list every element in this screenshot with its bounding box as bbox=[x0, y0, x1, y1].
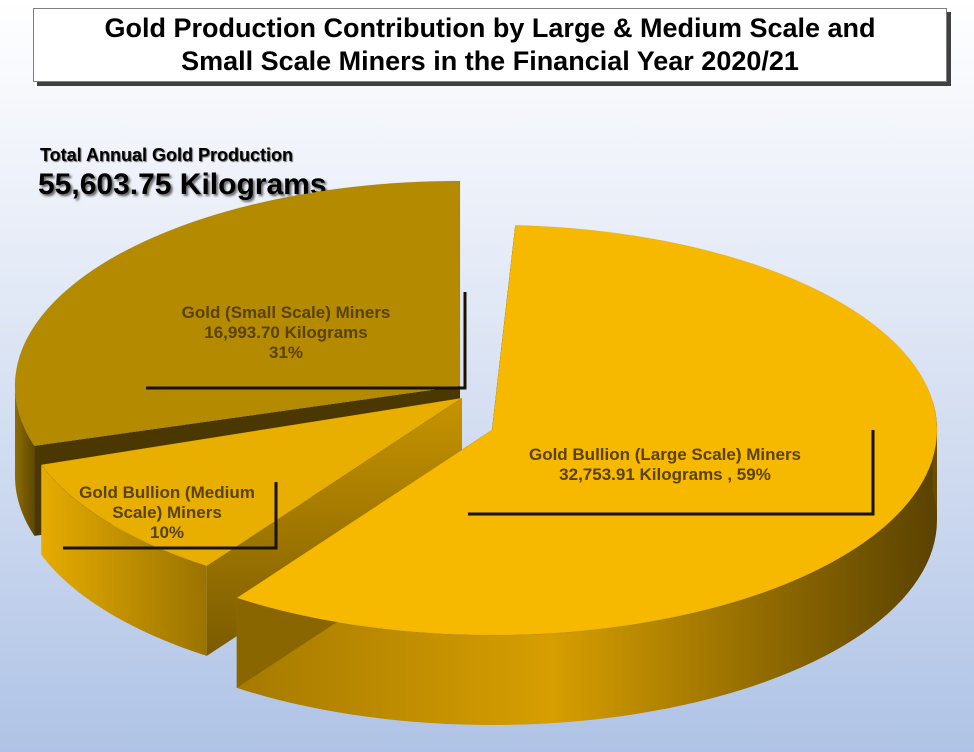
large-scale-slice-label-frame bbox=[468, 430, 875, 516]
small-scale-slice-label-frame bbox=[146, 292, 467, 390]
small-scale-slice bbox=[14, 180, 461, 447]
small-scale-slice-label-line: 16,993.70 Kilograms bbox=[204, 323, 367, 342]
medium-scale-slice-label-line: Scale) Miners bbox=[112, 503, 222, 522]
medium-scale-slice bbox=[40, 397, 463, 567]
small-scale-slice-label-line: 31% bbox=[269, 343, 303, 362]
chart-title: Gold Production Contribution by Large & … bbox=[104, 13, 876, 76]
medium-scale-slice-label-frame bbox=[63, 482, 278, 550]
chart-title-box: Gold Production Contribution by Large & … bbox=[33, 8, 947, 82]
large-scale-slice-label-line: 32,753.91 Kilograms , 59% bbox=[559, 465, 771, 484]
medium-scale-slice-side bbox=[41, 464, 207, 656]
total-production-value: 55,603.75 Kilograms bbox=[38, 168, 327, 201]
small-scale-slice-label: Gold (Small Scale) Miners 16,993.70 Kilog… bbox=[182, 303, 391, 362]
total-production-label: Total Annual Gold Production bbox=[40, 145, 293, 165]
large-scale-slice-label-line: Gold Bullion (Large Scale) Miners bbox=[529, 445, 801, 464]
medium-scale-slice-label-line: Gold Bullion (Medium bbox=[79, 483, 255, 502]
pie-slices bbox=[14, 180, 938, 725]
medium-scale-slice-label: Gold Bullion (Medium Scale) Miners 10% bbox=[79, 483, 255, 542]
medium-scale-slice-label-line: 10% bbox=[150, 523, 184, 542]
large-scale-slice-label: Gold Bullion (Large Scale) Miners 32,753.… bbox=[529, 445, 801, 484]
large-scale-slice bbox=[235, 224, 938, 636]
large-scale-slice-side bbox=[236, 430, 937, 725]
pie-labels: Gold Bullion (Large Scale) Miners 32,753.… bbox=[63, 292, 875, 550]
small-scale-slice-side bbox=[15, 386, 35, 536]
small-scale-slice-label-line: Gold (Small Scale) Miners bbox=[182, 303, 391, 322]
